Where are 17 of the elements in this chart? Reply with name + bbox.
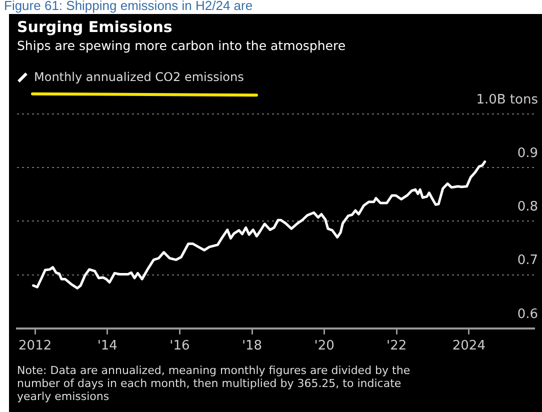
caption: Figure 61: Shipping emissions in H2/24 are (4, 0, 253, 13)
chart-title: Surging Emissions (17, 18, 172, 36)
legend-label: Monthly annualized CO2 emissions (34, 70, 244, 84)
text: Note: Data are annualized, meaning monthly figures are divided by the number of days in each month, then multiplied by 365.25, to indicate yearly emissions (17, 364, 412, 403)
x-tick-label: '16 (170, 338, 190, 354)
y-tick-label: 0.7 (517, 253, 538, 268)
chart-subtitle: Ships are spewing more carbon into the atmosphere (17, 38, 346, 53)
x-tick-label: '14 (97, 338, 118, 354)
x-tick-label: 2012 (18, 338, 52, 354)
x-tick-label: '18 (242, 338, 262, 354)
x-tick-label: '22 (386, 338, 407, 354)
y-tick-label: 0.6 (517, 306, 538, 322)
y-tick-label: 0.8 (517, 200, 538, 215)
x-tick-label: '20 (314, 338, 334, 354)
y-tick-label: 1.0B tons (476, 92, 538, 108)
y-tick-label: 0.9 (517, 146, 538, 161)
x-tick-label: 2024 (452, 338, 486, 354)
